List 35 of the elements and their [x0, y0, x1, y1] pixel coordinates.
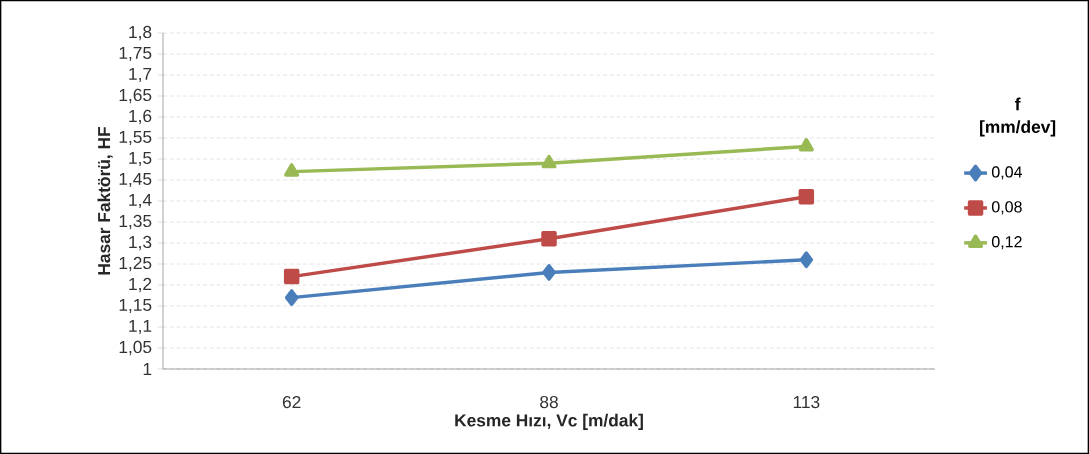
point: [798, 189, 815, 205]
y-tick-label: 1: [143, 363, 152, 375]
y-tick-label: 1,1: [129, 319, 152, 335]
point: [284, 163, 300, 177]
y-tick-label: 1,4: [129, 193, 152, 209]
y-tick-label: 1,8: [129, 25, 152, 41]
y-tick-label: 1,55: [119, 130, 152, 146]
y-tick-label: 1,6: [129, 109, 152, 125]
point: [284, 289, 299, 307]
point: [541, 231, 557, 247]
legend-label: 0,04: [991, 166, 1022, 180]
point: [283, 268, 300, 285]
x-tick-label: 113: [793, 395, 820, 409]
legend-label: 0,08: [991, 201, 1022, 215]
y-tick-label: 1,2: [129, 277, 152, 293]
x-tick-label: 62: [282, 395, 301, 409]
point: [798, 138, 814, 152]
y-tick-label: 1,7: [129, 67, 152, 83]
y-tick-label: 1,15: [119, 298, 152, 314]
y-tick-label: 1,45: [119, 172, 152, 188]
point: [542, 264, 556, 281]
x-axis-title: Kesme Hızı, Vc [m/dak]: [455, 413, 643, 430]
y-tick-label: 1,65: [119, 88, 152, 104]
y-tick-label: 1,3: [129, 235, 152, 251]
legend-label: 0,12: [991, 236, 1022, 250]
y-tick-label: 1,5: [129, 151, 152, 167]
y-axis-title: Hasar Faktörü, HF: [97, 127, 113, 275]
legend-title: f [mm/dev]: [980, 97, 1056, 137]
point: [799, 251, 814, 269]
point: [541, 154, 557, 169]
x-tick-label: 88: [540, 395, 558, 409]
y-tick-label: 1,75: [119, 46, 152, 62]
y-tick-label: 1,05: [119, 340, 152, 356]
y-tick-label: 1,35: [119, 214, 152, 230]
y-tick-label: 1,25: [119, 256, 152, 272]
